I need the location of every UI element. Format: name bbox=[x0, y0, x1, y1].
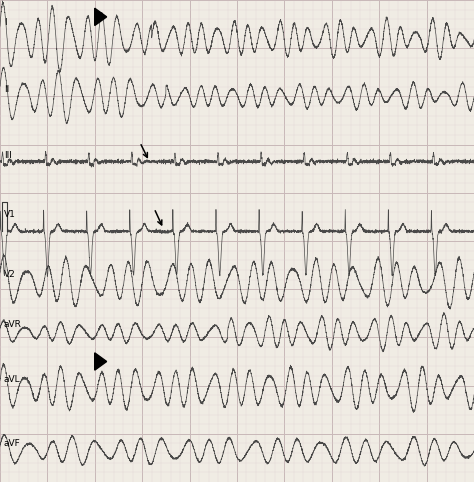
Text: V2: V2 bbox=[4, 270, 16, 279]
Text: aVR: aVR bbox=[4, 320, 22, 329]
Polygon shape bbox=[95, 353, 107, 370]
Text: aVL: aVL bbox=[4, 375, 20, 384]
Polygon shape bbox=[95, 8, 107, 26]
Text: III: III bbox=[4, 150, 12, 160]
Text: aVF: aVF bbox=[4, 439, 20, 448]
Text: I: I bbox=[4, 18, 7, 27]
Text: V1: V1 bbox=[4, 210, 16, 219]
Text: II: II bbox=[4, 84, 9, 94]
